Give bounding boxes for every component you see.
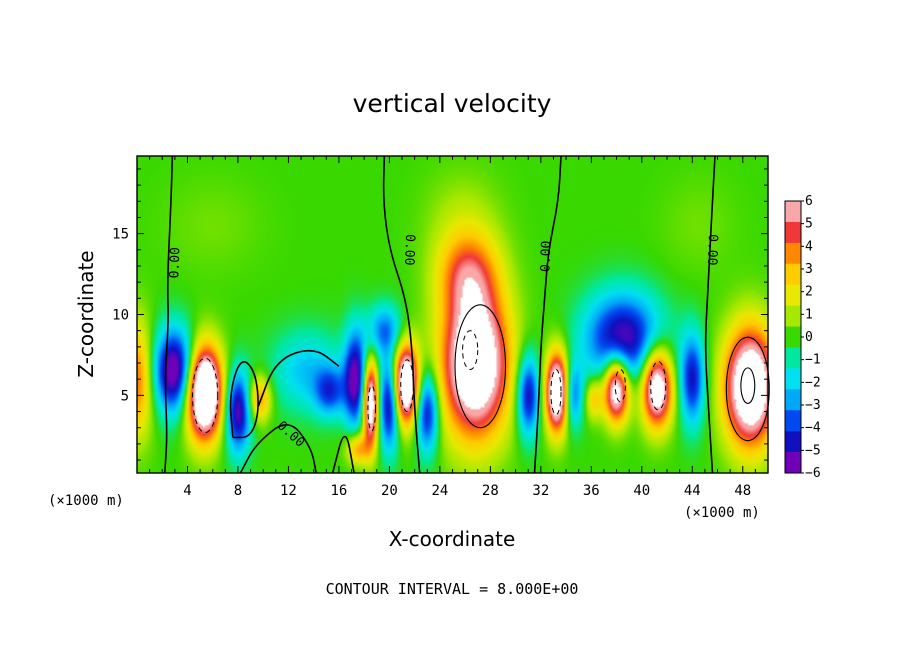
- contour-value-label: 0.00: [167, 247, 183, 279]
- colorbar-tick-label: 1: [805, 307, 813, 322]
- colorbar-swatch: [785, 284, 801, 306]
- colorbar-tick-label: 5: [805, 217, 813, 232]
- x-tick-label: 12: [280, 483, 297, 499]
- colorbar-tick-label: −1: [805, 353, 821, 368]
- x-unit-label-left: (×1000 m): [48, 493, 124, 509]
- y-axis: 5 10 15: [112, 168, 768, 461]
- zero-contour-line: [704, 155, 716, 474]
- x-axis-label: X-coordinate: [389, 527, 516, 551]
- x-tick-label: 4: [183, 483, 191, 499]
- negative-contour-line: [462, 330, 479, 370]
- contour-value-label: 0.00: [538, 240, 554, 272]
- zero-contour-line: [229, 361, 259, 439]
- x-tick-label: 48: [734, 483, 751, 499]
- negative-contour-line: [400, 359, 414, 413]
- positive-contour-line: [725, 336, 770, 442]
- colorbar-tick-label: 4: [805, 239, 813, 254]
- zero-contour-line: [331, 435, 355, 474]
- contour-value-label: 0.00: [704, 234, 720, 266]
- zero-contour-line: [163, 155, 174, 474]
- colorbar-swatch: [785, 221, 801, 244]
- x-tick-label: 16: [330, 483, 347, 499]
- positive-contour-line: [454, 304, 507, 429]
- x-tick-label: 44: [684, 483, 701, 499]
- x-tick-label: 20: [381, 483, 398, 499]
- colorbar-swatch: [785, 347, 801, 369]
- negative-contour-line: [192, 357, 219, 434]
- colorbar-tick-label: −2: [805, 375, 821, 390]
- negative-contour-line: [367, 385, 377, 432]
- velocity-field: [137, 156, 768, 473]
- contour-labels: 0.000.000.00 0.00 0.00: [167, 234, 720, 451]
- colorbar-swatch: [785, 410, 801, 432]
- x-tick-label: 36: [583, 483, 600, 499]
- colorbar-swatch: [785, 431, 801, 453]
- colorbar-tick-label: −5: [805, 443, 821, 458]
- colorbar-swatch: [785, 242, 801, 265]
- colorbar-swatch: [785, 305, 801, 327]
- contour-value-label: 0.00: [401, 234, 417, 266]
- colorbar-tick-label: −4: [805, 421, 821, 436]
- contour-interval-note: CONTOUR INTERVAL = 8.000E+00: [326, 580, 579, 598]
- x-tick-label: 24: [431, 483, 448, 499]
- colorbar: 6 5 4 3 2 1 0 −1 −2 −3 −4 −5 −6: [784, 194, 821, 481]
- x-tick-label: 8: [234, 483, 242, 499]
- colorbar-tick-label: −6: [805, 466, 821, 481]
- colorbar-swatch: [785, 201, 801, 223]
- colorbar-tick-label: 2: [805, 285, 813, 300]
- colorbar-swatch: [785, 368, 801, 390]
- zero-contour-line: [533, 155, 562, 474]
- x-axis: 4 8 12 16 20 24 28 32 36 40 44 48: [136, 156, 769, 499]
- y-tick-label: 5: [121, 388, 129, 404]
- negative-contour-line: [614, 368, 626, 403]
- positive-contour-line: [740, 367, 756, 405]
- colorbar-tick-label: −3: [805, 398, 821, 413]
- x-tick-label: 32: [532, 483, 549, 499]
- colorbar-swatch: [785, 389, 801, 411]
- colorbar-tick-label: 6: [805, 194, 813, 209]
- colorbar-swatch: [785, 326, 801, 348]
- colorbar-swatch: [785, 263, 801, 285]
- zero-contour-line: [257, 349, 340, 407]
- y-axis-label: Z-coordinate: [74, 250, 98, 377]
- colorbar-tick-label: 0: [805, 330, 813, 345]
- x-tick-label: 28: [482, 483, 499, 499]
- contour-lines: [163, 155, 770, 474]
- negative-contour-line: [650, 360, 667, 411]
- y-tick-label: 15: [112, 227, 129, 243]
- y-tick-label: 10: [112, 308, 129, 324]
- x-unit-label-right: (×1000 m): [684, 505, 760, 521]
- zero-contour-line: [239, 424, 317, 474]
- negative-contour-line: [550, 368, 562, 416]
- colorbar-swatch: [785, 452, 801, 474]
- chart-title: vertical velocity: [353, 89, 552, 118]
- colorbar-tick-label: 3: [805, 262, 813, 277]
- x-tick-label: 40: [633, 483, 650, 499]
